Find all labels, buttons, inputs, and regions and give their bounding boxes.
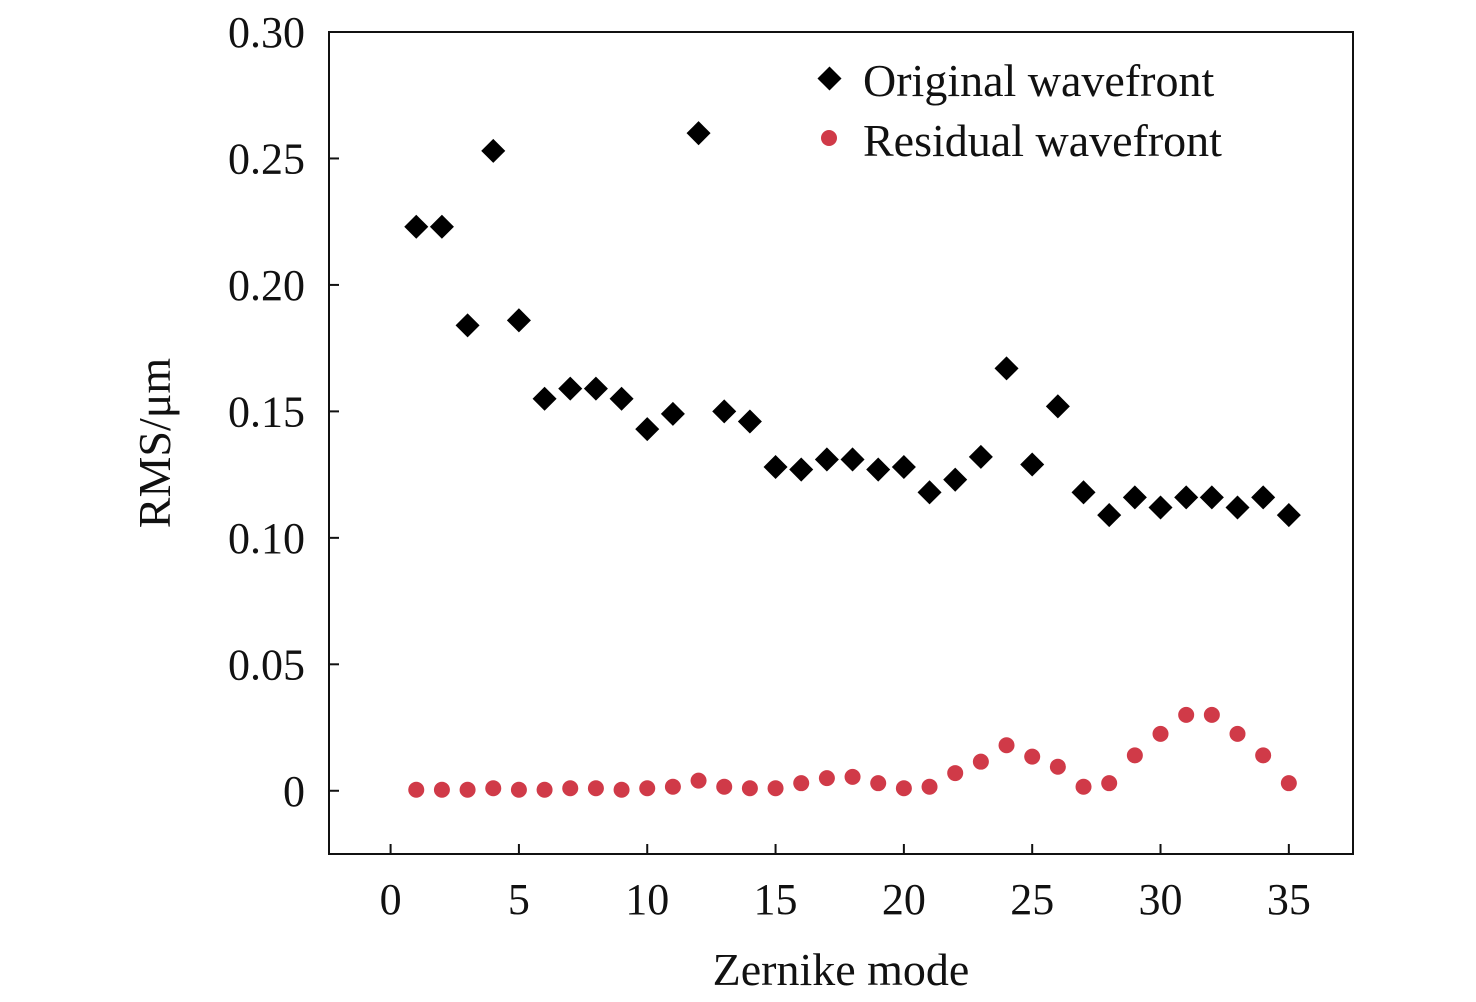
- residual-wavefront-point: [716, 778, 733, 795]
- original-wavefront-point: [1251, 485, 1276, 510]
- original-wavefront-point: [943, 467, 968, 492]
- residual-wavefront-point: [510, 781, 527, 798]
- original-wavefront-point: [609, 386, 634, 411]
- original-wavefront-point: [1045, 394, 1070, 419]
- residual-wavefront-point: [1229, 725, 1246, 742]
- original-wavefront-point: [481, 138, 506, 163]
- legend-marker-residual: [821, 130, 837, 146]
- residual-wavefront-point: [639, 780, 656, 797]
- original-wavefront-point: [814, 447, 839, 472]
- x-tick-label: 0: [380, 875, 402, 924]
- residual-wavefront-point: [1101, 775, 1118, 792]
- original-wavefront-point: [994, 356, 1019, 381]
- original-wavefront-point: [737, 409, 762, 434]
- residual-wavefront-point: [793, 775, 810, 792]
- original-wavefront-point: [660, 401, 685, 426]
- residual-wavefront-point: [562, 780, 579, 797]
- residual-wavefront-point: [536, 781, 553, 798]
- original-wavefront-point: [1225, 495, 1250, 520]
- residual-wavefront-point: [1178, 706, 1195, 723]
- y-tick-label: 0.30: [228, 8, 305, 57]
- residual-wavefront-point: [1280, 775, 1297, 792]
- original-wavefront-point: [455, 313, 480, 338]
- x-tick-label: 5: [508, 875, 530, 924]
- plot-frame: [328, 31, 1354, 855]
- original-wavefront-point: [1020, 452, 1045, 477]
- residual-wavefront-point: [587, 780, 604, 797]
- x-tick-label: 25: [1010, 875, 1054, 924]
- residual-wavefront-point: [1075, 778, 1092, 795]
- original-wavefront-point: [1122, 485, 1147, 510]
- original-wavefront-point: [968, 444, 993, 469]
- residual-wavefront-point: [767, 780, 784, 797]
- original-wavefront-point: [712, 399, 737, 424]
- original-wavefront-point: [686, 121, 711, 146]
- legend-label-residual: Residual wavefront: [863, 115, 1222, 166]
- x-tick-label: 10: [625, 875, 669, 924]
- original-wavefront-point: [1148, 495, 1173, 520]
- residual-wavefront-point: [818, 770, 835, 787]
- residual-wavefront-point: [690, 772, 707, 789]
- original-wavefront-point: [917, 480, 942, 505]
- residual-wavefront-point: [870, 775, 887, 792]
- y-tick-label: 0.10: [228, 514, 305, 563]
- residual-wavefront-point: [741, 780, 758, 797]
- residual-wavefront-point: [1203, 706, 1220, 723]
- y-tick-label: 0.25: [228, 134, 305, 183]
- residual-wavefront-point: [998, 737, 1015, 754]
- original-wavefront-point: [583, 376, 608, 401]
- original-wavefront-point: [558, 376, 583, 401]
- y-axis-label: RMS/μm: [129, 358, 180, 529]
- x-tick-label: 35: [1267, 875, 1311, 924]
- original-wavefront-point: [1199, 485, 1224, 510]
- legend-label-original: Original wavefront: [863, 55, 1214, 106]
- residual-wavefront-point: [1255, 747, 1272, 764]
- original-wavefront-point: [532, 386, 557, 411]
- original-wavefront-point: [840, 447, 865, 472]
- original-wavefront-point: [866, 457, 891, 482]
- x-axis-label: Zernike mode: [713, 944, 970, 995]
- y-tick-label: 0.20: [228, 261, 305, 310]
- residual-wavefront-point: [459, 781, 476, 798]
- residual-wavefront-point: [1024, 748, 1041, 765]
- legend: Original wavefront Residual wavefront: [817, 55, 1222, 166]
- y-tick-label: 0: [283, 767, 305, 816]
- original-wavefront-point: [763, 455, 788, 480]
- x-tick-label: 15: [754, 875, 798, 924]
- original-wavefront-point: [506, 308, 531, 333]
- residual-wavefront-point: [947, 765, 964, 782]
- x-tick-label: 30: [1139, 875, 1183, 924]
- original-wavefront-point: [1071, 480, 1096, 505]
- y-tick-label: 0.05: [228, 640, 305, 689]
- residual-wavefront-point: [408, 781, 425, 798]
- y-tick-label: 0.15: [228, 387, 305, 436]
- original-wavefront-point: [789, 457, 814, 482]
- residual-wavefront-point: [1126, 747, 1143, 764]
- x-tick-label: 20: [882, 875, 926, 924]
- residual-wavefront-point: [613, 781, 630, 798]
- original-wavefront-point: [891, 455, 916, 480]
- original-wavefront-point: [1276, 503, 1301, 528]
- legend-marker-original: [817, 66, 842, 91]
- residual-wavefront-point: [844, 768, 861, 785]
- residual-wavefront-point: [972, 753, 989, 770]
- residual-wavefront-point: [485, 780, 502, 797]
- residual-wavefront-point: [921, 778, 938, 795]
- original-wavefront-point: [1174, 485, 1199, 510]
- residual-wavefront-point: [433, 781, 450, 798]
- original-wavefront-point: [429, 214, 454, 239]
- original-wavefront-point: [404, 214, 429, 239]
- original-wavefront-point: [1097, 503, 1122, 528]
- original-wavefront-point: [635, 417, 660, 442]
- residual-wavefront-point: [1049, 758, 1066, 775]
- residual-wavefront-point: [664, 778, 681, 795]
- residual-wavefront-point: [1152, 725, 1169, 742]
- residual-wavefront-point: [895, 780, 912, 797]
